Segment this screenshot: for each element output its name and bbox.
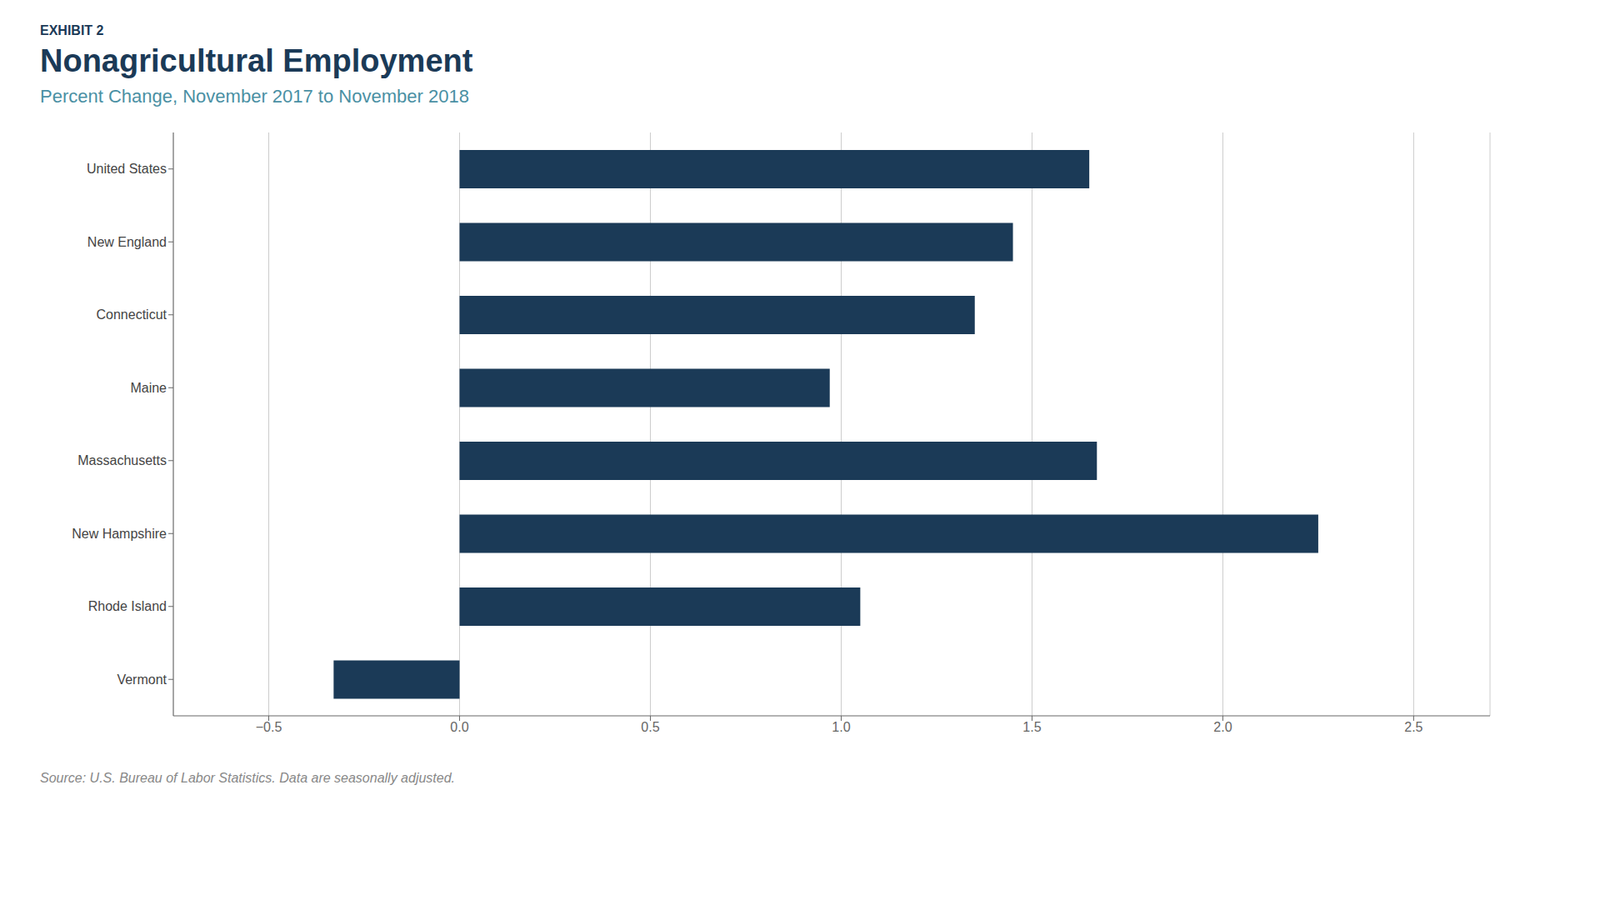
svg-text:−0.5: −0.5 [255, 720, 283, 735]
svg-text:United States: United States [86, 161, 167, 176]
svg-text:New Hampshire: New Hampshire [71, 526, 167, 541]
svg-text:Vermont: Vermont [116, 672, 167, 687]
html-text:EXHIBIT 2: EXHIBIT 2 [40, 23, 104, 38]
html-text:Source: U.S. Bureau of Labor S: Source: U.S. Bureau of Labor Statistics.… [40, 770, 455, 785]
svg-text:1.5: 1.5 [1022, 720, 1041, 735]
svg-text:Rhode Island: Rhode Island [88, 599, 167, 614]
svg-text:2.0: 2.0 [1213, 720, 1232, 735]
svg-text:Maine: Maine [130, 380, 167, 395]
svg-text:Connecticut: Connecticut [96, 307, 168, 322]
svg-text:Massachusetts: Massachusetts [77, 453, 167, 468]
html-text:Percent Change, November 2017: Percent Change, November 2017 to Novembe… [40, 85, 470, 107]
svg-text:1.0: 1.0 [831, 720, 850, 735]
svg-text:0.0: 0.0 [450, 720, 469, 735]
svg-text:New England: New England [87, 235, 167, 250]
svg-text:0.5: 0.5 [640, 720, 660, 735]
html-text:Nonagricultural Employment: Nonagricultural Employment [40, 43, 473, 79]
svg-text:2.5: 2.5 [1404, 720, 1423, 735]
